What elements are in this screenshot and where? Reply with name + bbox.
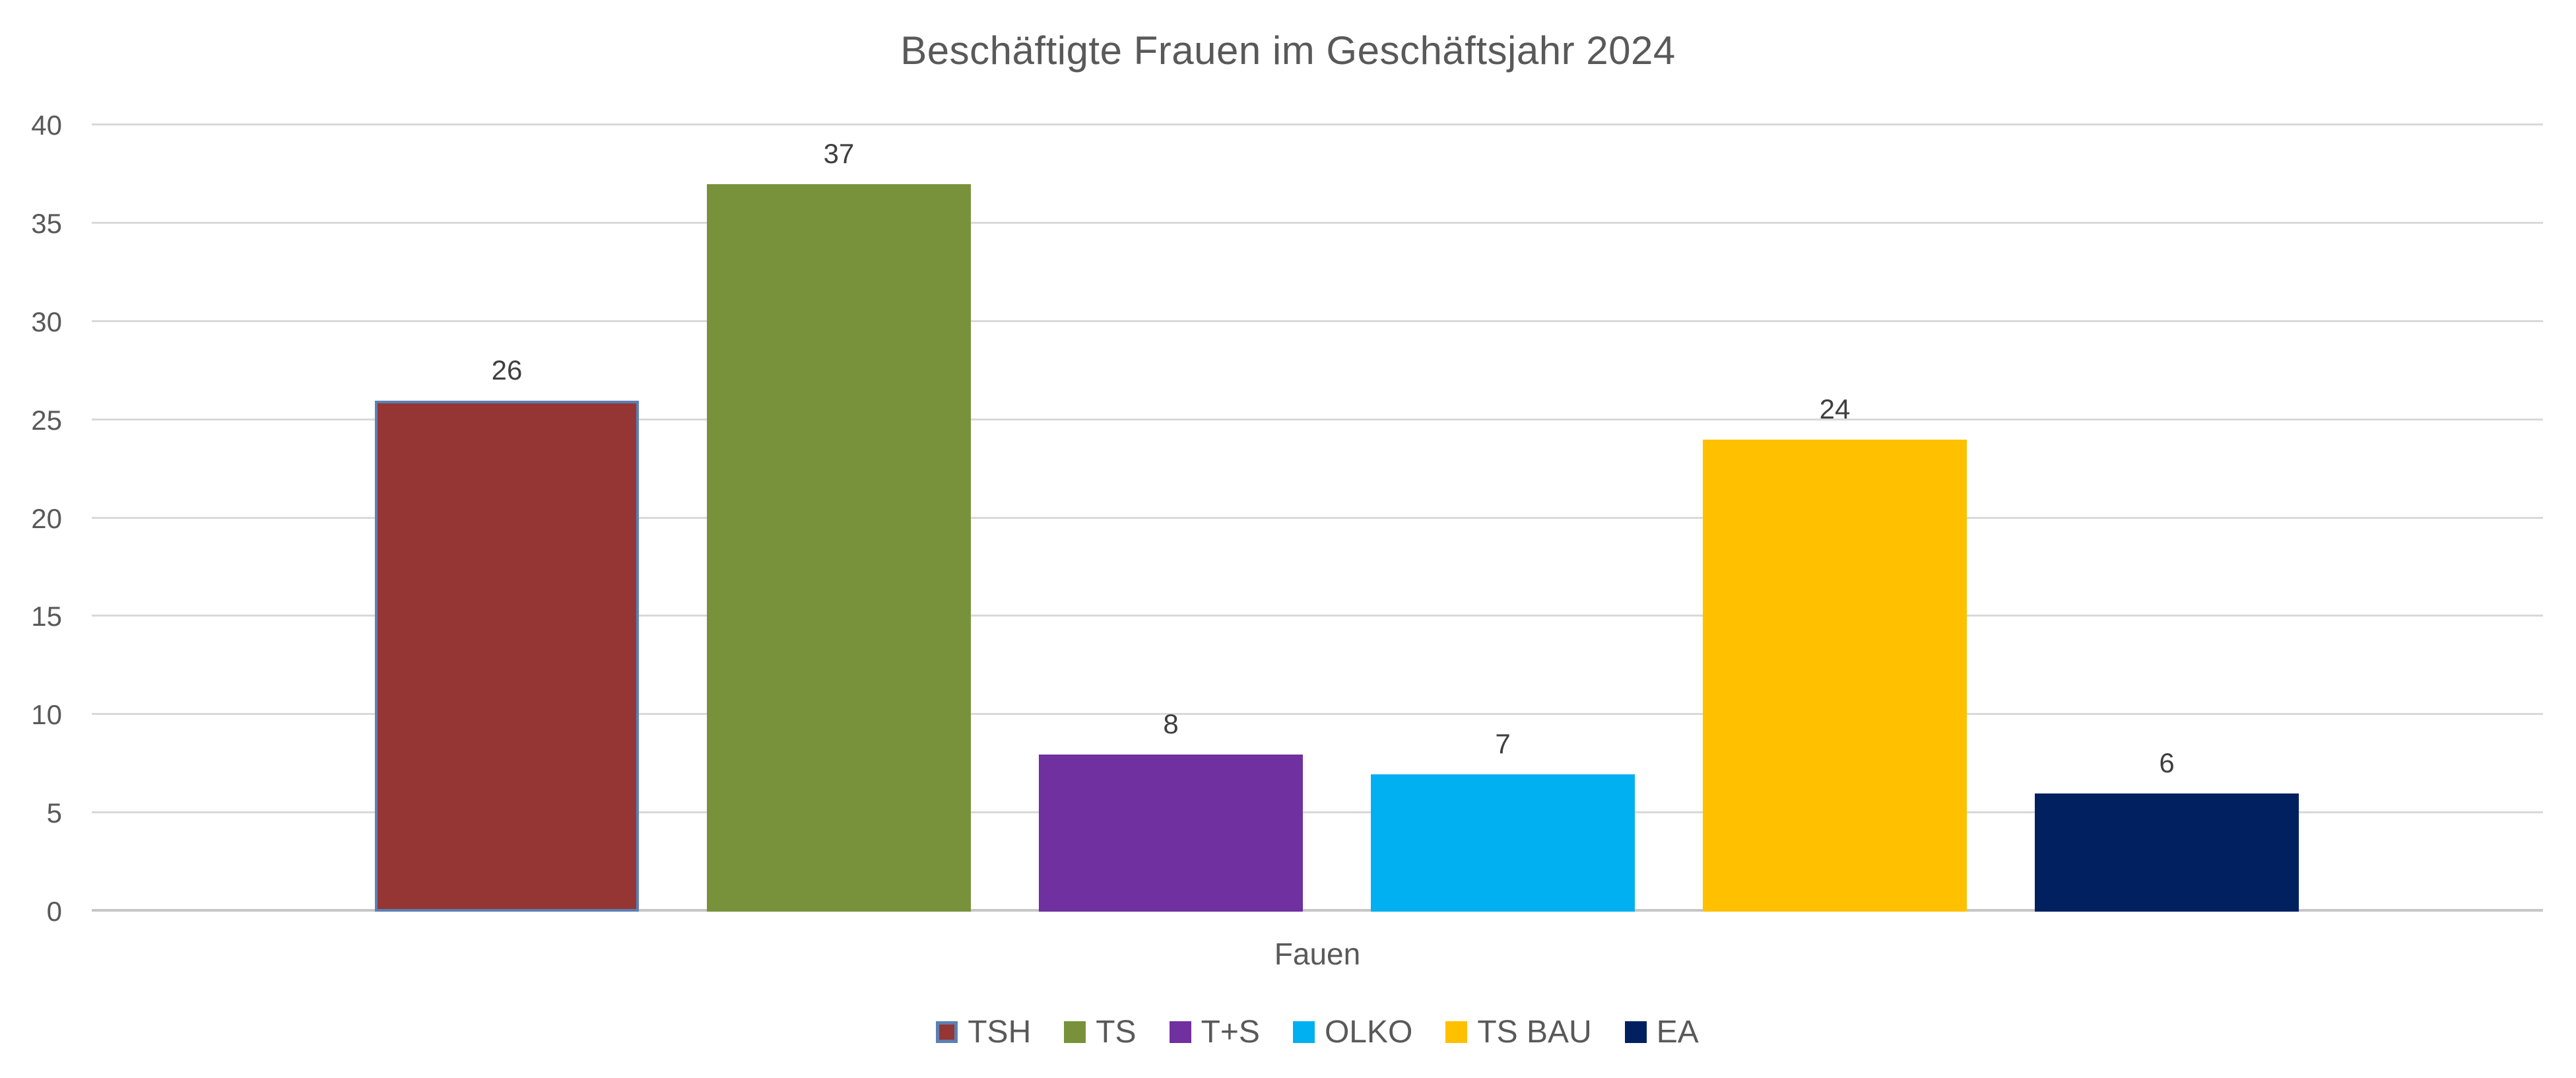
- y-tick-label-0: 0: [46, 896, 62, 927]
- bar-tsh: [375, 400, 639, 912]
- bar-value-label-ts-bau: 24: [1819, 393, 1851, 425]
- gridline-y-10: [92, 713, 2543, 716]
- legend-marker-ts: [1064, 1021, 1086, 1043]
- legend-item-ts: TS: [1064, 1014, 1137, 1050]
- bar-ts: [707, 184, 971, 912]
- y-tick-label-30: 30: [31, 306, 62, 337]
- y-tick-label-35: 35: [31, 207, 62, 239]
- chart-title: Beschäftigte Frauen im Geschäftsjahr 202…: [900, 28, 1676, 73]
- bar-ea: [2035, 793, 2299, 912]
- x-axis-label: Fauen: [1274, 937, 1361, 971]
- bar-t-s: [1039, 754, 1303, 912]
- y-tick-label-5: 5: [46, 797, 62, 829]
- gridline-y-15: [92, 615, 2543, 617]
- legend-label-ea: EA: [1656, 1015, 1699, 1050]
- gridline-y-40: [92, 123, 2543, 125]
- bar-value-label-tsh: 26: [491, 354, 523, 386]
- legend-marker-ea: [1624, 1021, 1647, 1043]
- legend-label-ts: TS: [1096, 1015, 1137, 1050]
- y-tick-label-20: 20: [31, 502, 62, 534]
- bar-value-label-t-s: 8: [1163, 708, 1179, 739]
- gridline-y-35: [92, 221, 2543, 224]
- y-tick-label-10: 10: [31, 699, 62, 731]
- bar-value-label-olko: 7: [1495, 727, 1511, 759]
- legend-item-t-s: T+S: [1169, 1014, 1260, 1050]
- legend-label-t-s: T+S: [1201, 1015, 1260, 1050]
- legend: TSH TS T+S OLKO TS BAU EA: [92, 1014, 2543, 1050]
- legend-item-olko: OLKO: [1292, 1014, 1413, 1050]
- bar-olko: [1371, 774, 1635, 912]
- legend-label-olko: OLKO: [1324, 1015, 1413, 1050]
- legend-item-ts-bau: TS BAU: [1445, 1014, 1592, 1050]
- legend-item-tsh: TSH: [936, 1014, 1031, 1050]
- y-tick-label-25: 25: [31, 404, 62, 436]
- plot-area: 26 37 8 7 24 6: [92, 123, 2543, 912]
- gridline-y-25: [92, 418, 2543, 421]
- legend-marker-tsh: [936, 1021, 958, 1043]
- bar-value-label-ts: 37: [823, 138, 855, 170]
- gridline-y-0: [92, 909, 2543, 912]
- bar-value-label-ea: 6: [2159, 747, 2175, 779]
- y-tick-label-15: 15: [31, 601, 62, 632]
- bar-ts-bau: [1703, 440, 1967, 912]
- legend-label-tsh: TSH: [968, 1015, 1032, 1050]
- gridline-y-30: [92, 320, 2543, 322]
- legend-label-ts-bau: TS BAU: [1477, 1015, 1592, 1050]
- legend-marker-olko: [1292, 1021, 1315, 1043]
- legend-marker-ts-bau: [1445, 1021, 1468, 1043]
- gridline-y-20: [92, 516, 2543, 519]
- legend-item-ea: EA: [1624, 1014, 1699, 1050]
- gridline-y-5: [92, 811, 2543, 814]
- legend-marker-t-s: [1169, 1021, 1191, 1043]
- y-tick-label-40: 40: [31, 110, 62, 141]
